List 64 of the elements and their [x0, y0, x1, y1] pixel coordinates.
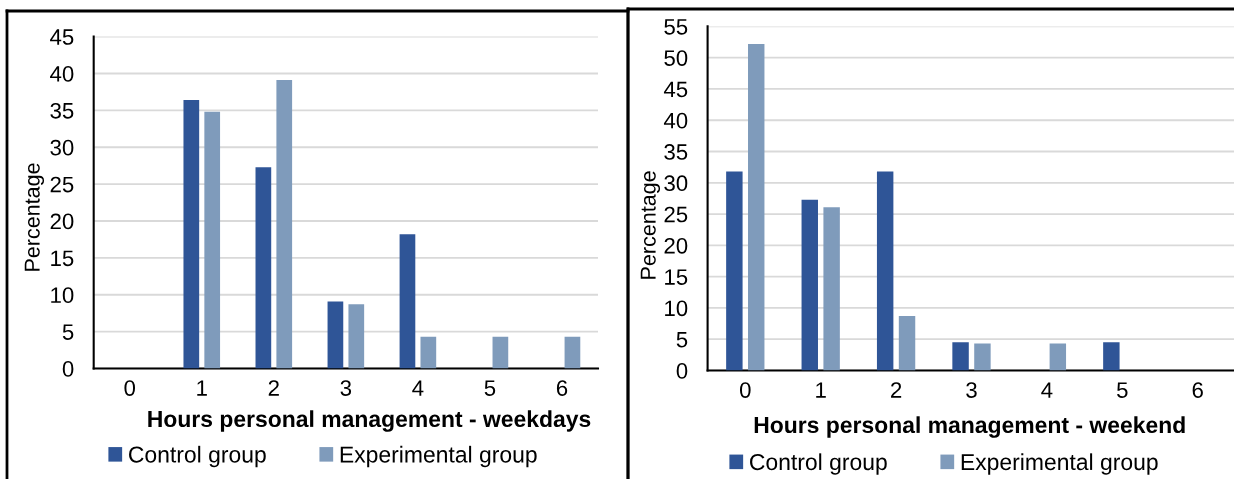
y-tick-label: 35 [664, 144, 688, 160]
x-tick-label: 6 [1192, 382, 1203, 398]
x-tick-label: 2 [891, 382, 902, 398]
bar [974, 343, 991, 371]
bar [952, 342, 969, 371]
y-tick-label: 5 [676, 331, 688, 348]
y-tick-label: 20 [664, 237, 688, 254]
y-tick-label: 25 [664, 206, 688, 223]
legend-label: Control group [750, 453, 887, 475]
x-tick-label: 5 [1117, 382, 1128, 398]
x-tick-label: 6 [556, 380, 568, 396]
y-tick-label: 10 [665, 300, 688, 317]
y-axis-title: Percentage [640, 171, 661, 279]
y-tick-label: 30 [50, 139, 74, 156]
x-tick-label: 3 [966, 382, 977, 398]
x-tick-label: 1 [816, 382, 826, 398]
x-tick-label: 3 [340, 380, 352, 396]
bar [348, 304, 365, 369]
x-axis-title: Hours personal management - weekdays [148, 410, 591, 432]
bar [564, 336, 581, 369]
bar [327, 301, 344, 369]
y-tick-label: 40 [663, 112, 688, 129]
bar [420, 336, 437, 369]
bar [801, 199, 818, 371]
y-tick-label: 40 [50, 66, 74, 82]
bar [1049, 343, 1067, 371]
y-tick-label: 0 [676, 363, 688, 379]
y-tick-label: 10 [51, 287, 74, 304]
x-tick-label: 0 [124, 380, 136, 396]
bar [276, 80, 293, 369]
y-tick-label: 30 [664, 175, 688, 192]
y-tick-label: 15 [665, 269, 688, 285]
legend-label: Experimental group [340, 445, 537, 468]
x-tick-label: 4 [1041, 382, 1053, 398]
bar [492, 336, 509, 369]
y-tick-label: 20 [50, 213, 74, 230]
bar [183, 100, 200, 369]
x-tick-label: 0 [739, 382, 751, 398]
bar [204, 111, 221, 369]
y-tick-label: 50 [664, 50, 688, 66]
y-tick-label: 55 [664, 19, 688, 35]
y-tick-label: 45 [663, 81, 688, 98]
y-axis-title: Percentage [24, 163, 45, 271]
bar [876, 171, 894, 371]
x-tick-label: 4 [412, 380, 424, 396]
x-tick-label: 2 [268, 380, 279, 396]
bar [823, 207, 840, 371]
x-axis-title: Hours personal management - weekend [754, 416, 1185, 438]
x-tick-label: 5 [484, 380, 496, 396]
bar [898, 316, 916, 371]
legend-label: Control group [129, 445, 266, 468]
bar [399, 234, 416, 369]
bar [255, 167, 272, 369]
y-tick-label: 5 [62, 324, 74, 340]
y-tick-label: 45 [50, 29, 74, 45]
y-tick-label: 25 [50, 176, 74, 193]
bar [1103, 342, 1120, 371]
y-tick-label: 35 [50, 102, 74, 119]
y-tick-label: 15 [51, 250, 74, 267]
bar [726, 171, 743, 371]
y-tick-label: 0 [62, 361, 74, 377]
x-tick-label: 1 [197, 380, 207, 396]
legend-label: Experimental group [961, 453, 1158, 475]
bar [748, 43, 765, 371]
